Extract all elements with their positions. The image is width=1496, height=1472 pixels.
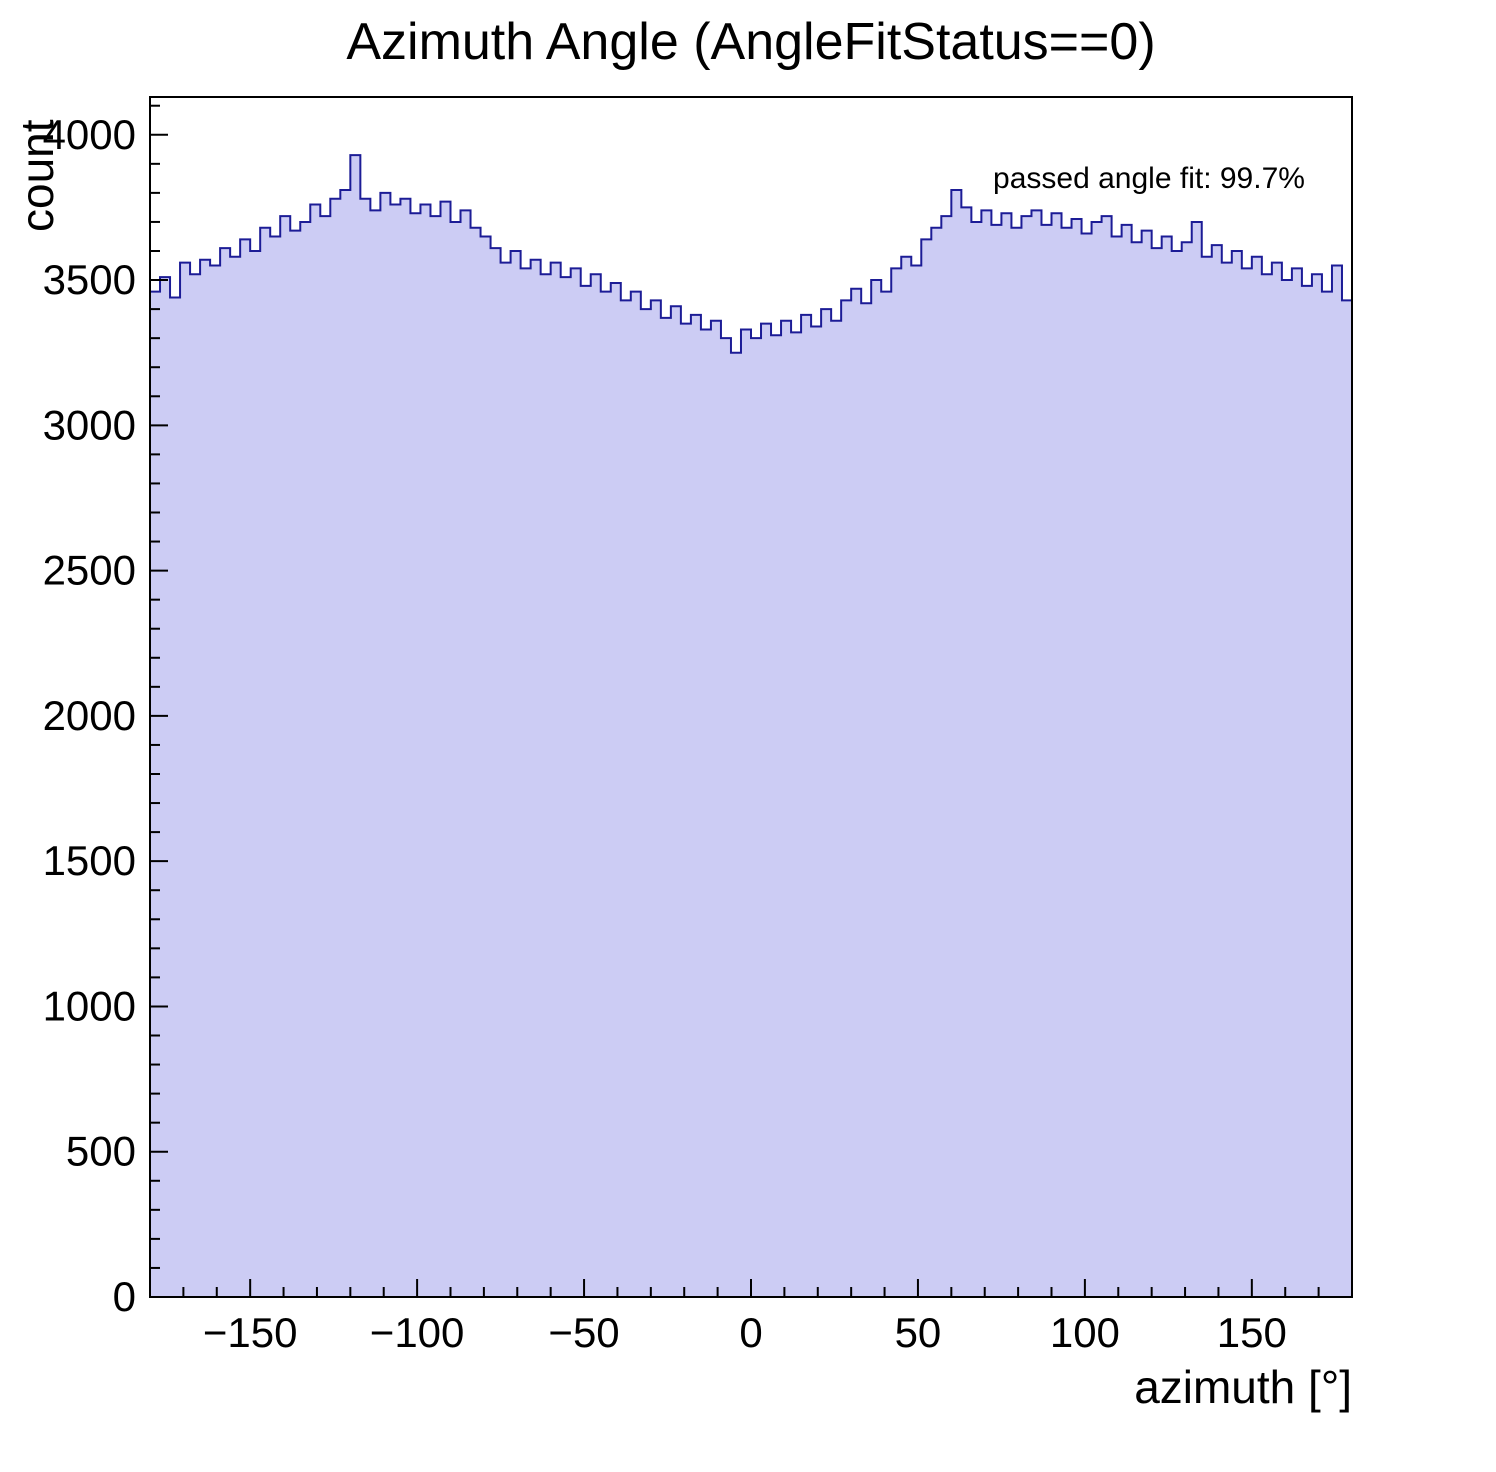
x-tick-label: 50 [895,1309,942,1356]
x-tick-labels: −150 −100 −50 0 50 100 150 [203,1309,1287,1356]
x-tick-label: −50 [548,1309,619,1356]
x-tick-label: −100 [370,1309,465,1356]
y-tick-label: 3000 [43,401,136,448]
axis-ticks [149,104,1353,1298]
y-tick-label: 2500 [43,547,136,594]
chart-title: Azimuth Angle (AngleFitStatus==0) [346,13,1156,71]
y-tick-label: 1000 [43,982,136,1029]
x-tick-label: −150 [203,1309,298,1356]
x-tick-label: 150 [1217,1309,1287,1356]
y-tick-label: 4000 [43,111,136,158]
histogram-outline [149,154,1353,1297]
histogram-fill [150,155,1352,1298]
x-axis-title: azimuth [°] [1134,1361,1352,1413]
passed-angle-fit-label: passed angle fit: 99.7% [993,162,1305,195]
y-tick-label: 1500 [43,837,136,884]
y-tick-labels: 0 500 1000 1500 2000 2500 3000 3500 4000 [43,111,136,1320]
y-tick-label: 2000 [43,692,136,739]
y-tick-label: 0 [113,1273,136,1320]
x-tick-label: 0 [739,1309,762,1356]
y-tick-label: 500 [66,1128,136,1175]
x-tick-label: 100 [1050,1309,1120,1356]
y-tick-label: 3500 [43,256,136,303]
